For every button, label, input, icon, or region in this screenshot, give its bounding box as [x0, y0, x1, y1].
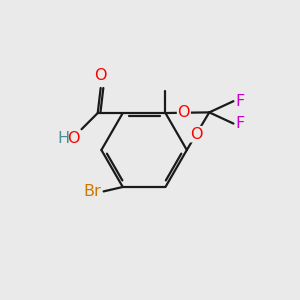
Text: F: F — [236, 94, 245, 109]
Text: O: O — [68, 131, 80, 146]
Text: F: F — [236, 116, 245, 131]
Text: H: H — [57, 131, 69, 146]
Text: O: O — [94, 68, 107, 83]
Text: O: O — [190, 127, 203, 142]
Text: O: O — [178, 105, 190, 120]
Text: Br: Br — [83, 184, 101, 199]
